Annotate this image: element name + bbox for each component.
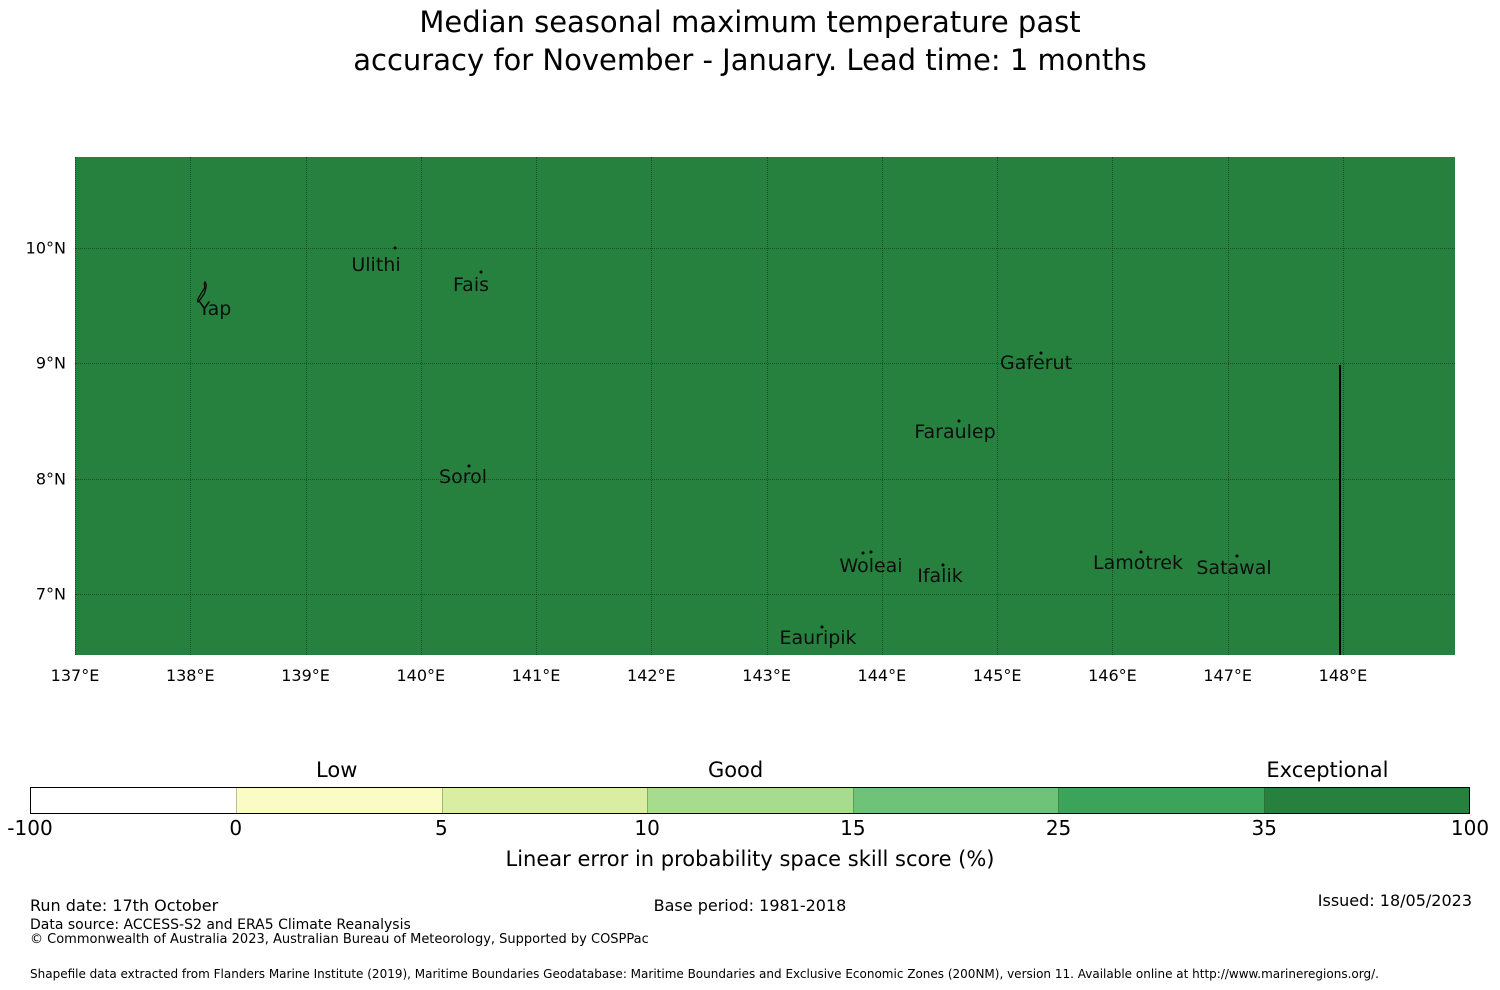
latitude-gridline <box>75 478 1455 480</box>
island-marker-dot <box>869 550 873 554</box>
colorbar-segment <box>236 788 442 813</box>
x-axis-tick-label: 137°E <box>50 666 100 685</box>
footer-shapefile-note: Shapefile data extracted from Flanders M… <box>30 967 1379 981</box>
x-axis-tick-label: 146°E <box>1088 666 1137 685</box>
colorbar-tick-label: 25 <box>1045 816 1072 840</box>
colorbar-category-label: Low <box>316 758 358 782</box>
colorbar-category-label: Good <box>707 758 764 782</box>
island-marker-dot <box>941 563 945 567</box>
island-marker-dot <box>1039 351 1043 355</box>
colorbar-tick-label: 35 <box>1251 816 1278 840</box>
longitude-gridline <box>881 157 883 655</box>
footer-run-date: Run date: 17th October <box>30 896 219 915</box>
island-outline-yap <box>196 280 210 307</box>
x-axis-tick-label: 148°E <box>1318 666 1368 685</box>
page-title: Median seasonal maximum temperature past… <box>0 3 1500 79</box>
x-axis-tick-label: 139°E <box>281 666 330 685</box>
x-axis-tick-label: 140°E <box>396 666 446 685</box>
y-axis-tick-label: 8°N <box>35 469 66 489</box>
longitude-gridline <box>1342 157 1344 655</box>
colorbar-tick-label: -100 <box>7 816 53 840</box>
island-label-lamotrek: Lamotrek <box>1093 552 1183 574</box>
island-label-faraulep: Faraulep <box>914 421 996 443</box>
colorbar-tick-label: 5 <box>435 816 448 840</box>
colorbar-segment <box>31 788 237 813</box>
island-marker-dot <box>1235 554 1239 558</box>
colorbar-tick-label: 0 <box>229 816 243 840</box>
colorbar <box>30 787 1470 814</box>
longitude-gridline <box>651 157 653 655</box>
footer-base-period: Base period: 1981-2018 <box>653 896 847 915</box>
colorbar-tick-label: 15 <box>840 816 866 840</box>
longitude-gridline <box>305 157 307 655</box>
x-axis-tick-label: 141°E <box>511 666 561 685</box>
x-axis-tick-label: 144°E <box>857 666 907 685</box>
island-label-yap: Yap <box>198 298 232 320</box>
page-title-line1: Median seasonal maximum temperature past <box>419 5 1081 39</box>
colorbar-tick-label: 100 <box>1450 816 1490 840</box>
colorbar-segment <box>441 788 648 813</box>
longitude-gridline <box>997 157 999 655</box>
island-label-woleai: Woleai <box>839 555 903 577</box>
x-axis-tick-label: 138°E <box>165 666 215 685</box>
longitude-gridline <box>1112 157 1114 655</box>
footer-data-source: Data source: ACCESS-S2 and ERA5 Climate … <box>30 917 411 933</box>
page-title-line2: accuracy for November - January. Lead ti… <box>353 43 1147 77</box>
longitude-gridline <box>536 157 538 655</box>
island-label-fais: Fais <box>452 274 490 296</box>
x-axis-tick-label: 143°E <box>742 666 791 685</box>
latitude-gridline <box>75 594 1455 596</box>
colorbar-segment <box>1263 788 1469 813</box>
eez-boundary-line <box>1339 365 1341 655</box>
longitude-gridline <box>75 157 76 655</box>
footer-issued-date: Issued: 18/05/2023 <box>1317 891 1472 910</box>
x-axis-tick-label: 142°E <box>627 666 676 685</box>
y-axis-tick-label: 7°N <box>35 584 66 604</box>
latitude-gridline <box>75 363 1455 365</box>
island-marker-dot <box>479 270 483 274</box>
colorbar-tick-label: 10 <box>634 816 660 840</box>
island-label-eauripik: Eauripik <box>779 627 857 649</box>
map-canvas: Yap Ulithi Fais Sorol Gaferut Faraulep Woleai I… <box>75 157 1455 655</box>
colorbar-segment <box>1058 788 1264 813</box>
footer-copyright: © Commonwealth of Australia 2023, Austra… <box>30 932 649 947</box>
island-marker-dot <box>1139 550 1143 554</box>
island-label-sorol: Sorol <box>439 466 487 488</box>
colorbar-category-label: Exceptional <box>1266 758 1389 782</box>
longitude-gridline <box>766 157 768 655</box>
island-marker-dot <box>467 464 471 468</box>
island-marker-dot <box>820 625 824 629</box>
x-axis-tick-label: 147°E <box>1203 666 1253 685</box>
island-marker-dot <box>393 246 397 250</box>
longitude-gridline <box>190 157 192 655</box>
longitude-gridline <box>420 157 422 655</box>
y-axis-tick-label: 9°N <box>35 353 66 373</box>
island-label-satawal: Satawal <box>1196 557 1272 579</box>
island-label-ulithi: Ulithi <box>351 254 401 276</box>
colorbar-segment <box>647 788 853 813</box>
island-marker-dot <box>957 419 961 423</box>
island-label-gaferut: Gaferut <box>999 352 1073 374</box>
latitude-gridline <box>75 248 1455 249</box>
y-axis-tick-label: 10°N <box>25 238 66 258</box>
longitude-gridline <box>1227 157 1229 655</box>
colorbar-axis-label: Linear error in probability space skill … <box>505 847 995 871</box>
island-label-ifalik: Ifalik <box>917 565 963 587</box>
x-axis-tick-label: 145°E <box>972 666 1022 685</box>
colorbar-segment <box>852 788 1059 813</box>
island-marker-dot <box>861 551 865 555</box>
